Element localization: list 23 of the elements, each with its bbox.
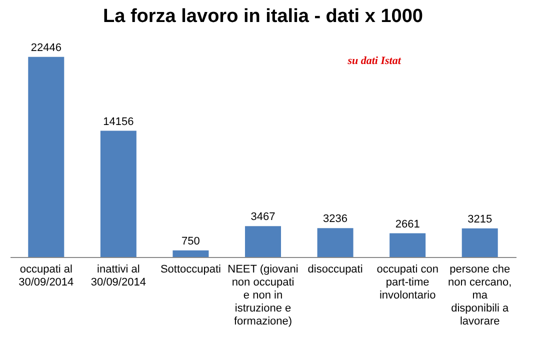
x-tick-label: persone che non cercano, ma disponibili a lavorare xyxy=(448,264,512,328)
x-tick-label: occupati con part-time involontario xyxy=(376,264,438,302)
annotation: su dati Istat xyxy=(346,55,402,67)
bar xyxy=(317,228,354,257)
chart-title: La forza lavoro in italia - dati x 1000 xyxy=(103,6,423,27)
data-label: 3215 xyxy=(468,213,492,226)
x-tick-label: disoccupati xyxy=(308,264,363,276)
x-tick-label: inattivi al 30/09/2014 xyxy=(90,264,146,288)
bar xyxy=(390,233,426,257)
bar xyxy=(28,56,64,257)
data-label: 14156 xyxy=(103,116,134,128)
bar xyxy=(462,228,498,257)
bar xyxy=(245,226,281,257)
data-label: 3236 xyxy=(323,213,348,226)
data-label: 3467 xyxy=(250,211,276,224)
x-tick-label: Sottoccupati xyxy=(160,264,221,276)
bar xyxy=(100,130,136,257)
bar xyxy=(172,250,209,257)
x-tick-label: occupati al 30/09/2014 xyxy=(18,264,74,288)
data-label: 2661 xyxy=(395,218,420,230)
x-tick-label: NEET (giovani non occupati e non in istruzione e formazione) xyxy=(228,264,298,328)
data-label: 22446 xyxy=(30,42,62,54)
data-label: 750 xyxy=(182,235,200,248)
